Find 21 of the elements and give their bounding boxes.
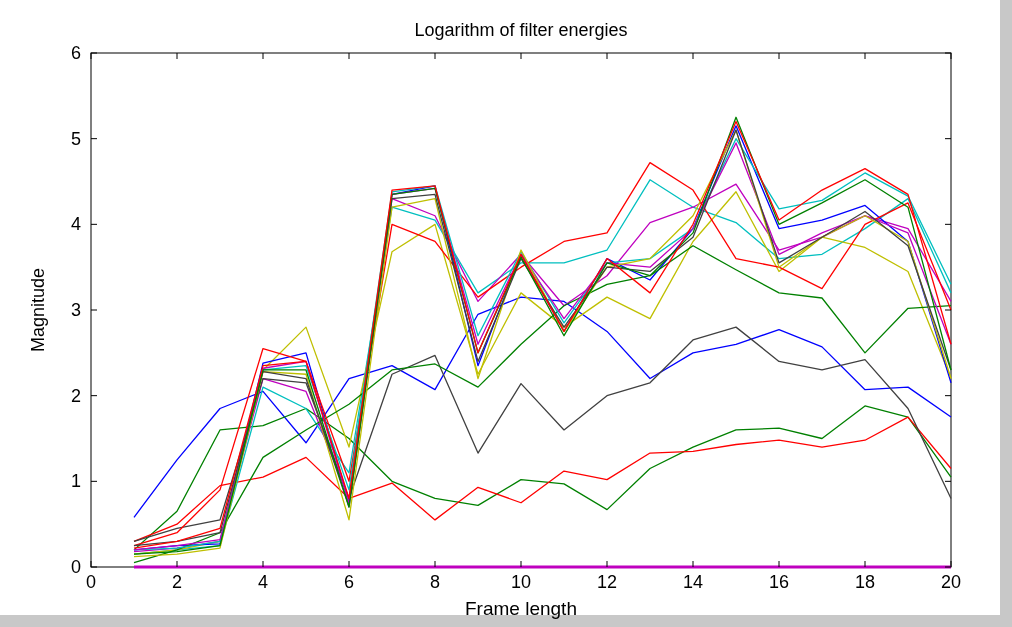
x-tick-label: 20 (940, 572, 962, 592)
y-tick-label: 3 (70, 300, 81, 320)
x-tick-label: 14 (682, 572, 704, 592)
x-tick-label: 12 (596, 572, 618, 592)
y-tick-label: 0 (70, 557, 81, 577)
y-tick-label: 5 (70, 128, 81, 149)
y-tick-label: 2 (70, 385, 81, 406)
x-axis-title: Frame length (465, 598, 577, 619)
y-tick-label: 6 (70, 43, 81, 63)
x-tick-label: 4 (257, 572, 269, 592)
x-tick-label: 6 (343, 572, 355, 592)
y-tick-label: 4 (70, 214, 81, 235)
x-tick-label: 16 (768, 572, 790, 592)
x-tick-label: 2 (171, 572, 183, 592)
y-tick-label: 1 (70, 471, 81, 492)
y-axis-title: Magnitude (28, 267, 48, 353)
x-tick-label: 0 (85, 572, 97, 592)
x-tick-label: 8 (429, 572, 441, 592)
chart-title: Logarithm of filter energies (414, 20, 628, 40)
x-tick-label: 18 (854, 572, 876, 592)
x-tick-label: 10 (510, 572, 532, 592)
